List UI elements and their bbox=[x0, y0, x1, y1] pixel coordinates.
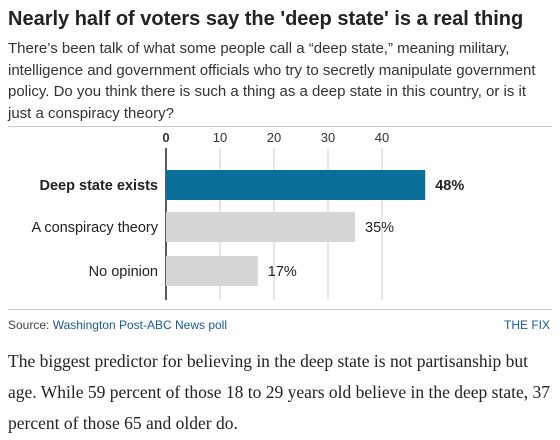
top-divider bbox=[8, 126, 552, 127]
category-label: Deep state exists bbox=[40, 178, 158, 194]
value-label: 35% bbox=[365, 220, 394, 236]
chart-area: 0 10 20 30 40 Deep state exists 48% A conspirac… bbox=[0, 128, 560, 308]
x-tick-label: 10 bbox=[213, 130, 227, 145]
x-tick-label: 20 bbox=[267, 130, 281, 145]
article-paragraph: The biggest predictor for believing in t… bbox=[8, 351, 551, 433]
bar-no-opinion bbox=[166, 256, 258, 286]
x-tick-label: 40 bbox=[375, 130, 389, 145]
value-label: 17% bbox=[268, 264, 297, 280]
value-label: 48% bbox=[435, 178, 464, 194]
bar-a-conspiracy-theory bbox=[166, 212, 355, 242]
brand-label[interactable]: THE FIX bbox=[503, 318, 550, 332]
category-label: A conspiracy theory bbox=[31, 220, 158, 236]
bar-deep-state-exists bbox=[166, 170, 426, 200]
x-tick-label: 30 bbox=[321, 130, 335, 145]
source-prefix: Source: bbox=[8, 318, 53, 332]
x-tick-label: 0 bbox=[162, 130, 169, 145]
bottom-divider bbox=[8, 309, 552, 310]
bar-chart: 0 10 20 30 40 Deep state exists 48% A conspirac… bbox=[31, 130, 464, 300]
category-label: No opinion bbox=[89, 264, 158, 280]
chart-subtitle: There’s been talk of what some people ca… bbox=[8, 40, 536, 122]
chart-title: Nearly half of voters say the 'deep stat… bbox=[8, 8, 524, 30]
source-note: Source: Washington Post-ABC News poll bbox=[8, 318, 227, 332]
source-link[interactable]: Washington Post-ABC News poll bbox=[52, 318, 227, 332]
